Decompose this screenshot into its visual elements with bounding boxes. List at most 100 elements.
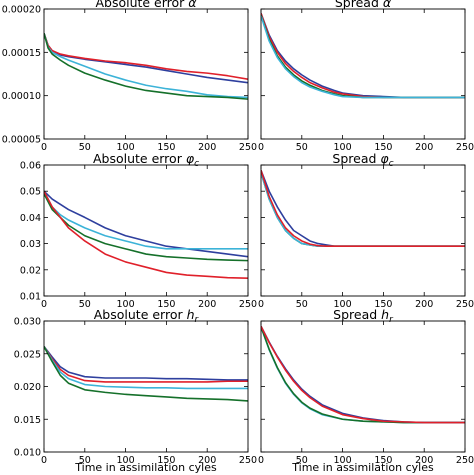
x-axis-label-left: Time in assimilation cyles bbox=[74, 461, 217, 474]
x-tick-label: 50 bbox=[79, 299, 91, 310]
x-tick-label: 200 bbox=[415, 455, 433, 466]
x-tick-label: 150 bbox=[157, 142, 175, 153]
series-line-1 bbox=[261, 326, 465, 424]
series-line-4 bbox=[44, 346, 248, 402]
series-group bbox=[261, 169, 465, 248]
series-line-4 bbox=[261, 15, 465, 99]
panel-abs-error-phi: 0 50 100 150 200 250 0.01 0.02 0.03 0.04 0.05 0.06 A… bbox=[20, 151, 257, 310]
series-line-2 bbox=[261, 172, 465, 248]
x-tick-label: 100 bbox=[117, 299, 135, 310]
series-group bbox=[261, 325, 465, 424]
series-group bbox=[44, 346, 248, 402]
y-tick-label: 0.01 bbox=[20, 292, 41, 303]
panel-title: Spread φc bbox=[332, 151, 393, 169]
panel-title: Absolute error α bbox=[95, 0, 197, 10]
x-tick-label: 0 bbox=[41, 299, 47, 310]
plot-frame bbox=[43, 8, 249, 140]
x-tick-label: 100 bbox=[117, 455, 135, 466]
series-group bbox=[261, 13, 465, 99]
x-tick-label: 250 bbox=[239, 142, 257, 153]
x-tick-label: 200 bbox=[198, 455, 216, 466]
plot-frame bbox=[260, 164, 466, 297]
series-line-1 bbox=[261, 13, 465, 99]
x-tick-label: 0 bbox=[41, 142, 47, 153]
x-axis-label-right: Time in assimilation cyles bbox=[291, 461, 434, 474]
x-tick-label: 200 bbox=[198, 299, 216, 310]
x-tick-label: 100 bbox=[334, 455, 352, 466]
series-line-4 bbox=[261, 170, 465, 248]
x-tick-label: 150 bbox=[157, 299, 175, 310]
x-tick-label: 100 bbox=[334, 142, 352, 153]
x-tick-label: 150 bbox=[374, 142, 392, 153]
series-line-1 bbox=[44, 33, 248, 84]
x-tick-label: 150 bbox=[374, 299, 392, 310]
y-tick-label: 0.02 bbox=[20, 265, 41, 276]
panel-abs-error-alpha: 0 50 100 150 200 250 0.00005 0.00010 0.00015 0.00… bbox=[2, 0, 257, 153]
panel-title: Absolute error hr bbox=[94, 307, 200, 325]
x-tick-label: 0 bbox=[41, 455, 47, 466]
plot-frame bbox=[260, 320, 466, 453]
series-line-1 bbox=[44, 190, 248, 258]
y-tick-label: 0.00005 bbox=[2, 135, 41, 146]
x-tick-label: 200 bbox=[415, 299, 433, 310]
x-tick-label: 200 bbox=[415, 142, 433, 153]
plot-frame bbox=[260, 8, 466, 140]
series-group bbox=[44, 33, 248, 100]
panel-title: Spread hr bbox=[333, 307, 394, 325]
series-line-2 bbox=[44, 190, 248, 250]
y-tick-label: 0.015 bbox=[14, 415, 41, 426]
x-tick-label: 0 bbox=[258, 142, 264, 153]
y-tick-label: 0.010 bbox=[14, 448, 41, 459]
series-group bbox=[44, 190, 248, 279]
x-tick-label: 50 bbox=[79, 455, 91, 466]
y-tick-label: 0.00010 bbox=[2, 91, 41, 102]
y-tick-label: 0.04 bbox=[20, 213, 41, 224]
panel-spread-phi: 0 50 100 150 200 250 Spread φc bbox=[258, 151, 474, 310]
x-tick-label: 50 bbox=[296, 455, 308, 466]
series-line-3 bbox=[261, 325, 465, 424]
series-line-2 bbox=[44, 33, 248, 80]
series-line-3 bbox=[44, 346, 248, 390]
x-tick-label: 50 bbox=[296, 142, 308, 153]
x-tick-label: 250 bbox=[456, 299, 474, 310]
series-line-2 bbox=[261, 13, 465, 99]
y-tick-label: 0.06 bbox=[20, 161, 41, 172]
series-line-4 bbox=[44, 190, 248, 279]
series-line-2 bbox=[261, 326, 465, 424]
series-line-4 bbox=[261, 325, 465, 424]
x-tick-label: 250 bbox=[239, 299, 257, 310]
series-line-3 bbox=[261, 14, 465, 99]
series-line-4 bbox=[44, 33, 248, 100]
x-tick-label: 50 bbox=[79, 142, 91, 153]
series-line-3 bbox=[44, 193, 248, 262]
y-tick-label: 0.00020 bbox=[2, 5, 41, 16]
x-tick-label: 150 bbox=[374, 455, 392, 466]
x-tick-label: 200 bbox=[198, 142, 216, 153]
panel-abs-error-h: 0 50 100 150 200 250 0.010 0.015 0.020 0.025 0.030… bbox=[14, 307, 257, 466]
series-line-2 bbox=[44, 346, 248, 383]
panel-title: Absolute error φc bbox=[93, 151, 199, 169]
y-tick-label: 0.025 bbox=[14, 349, 41, 360]
panel-spread-h: 0 50 100 150 200 250 Spread hr bbox=[258, 307, 474, 466]
panel-spread-alpha: 0 50 100 150 200 250 Spread α bbox=[258, 0, 474, 153]
y-tick-label: 0.03 bbox=[20, 239, 41, 250]
series-line-3 bbox=[44, 33, 248, 99]
plot-frame bbox=[43, 164, 249, 297]
x-tick-label: 250 bbox=[456, 142, 474, 153]
panel-title: Spread α bbox=[335, 0, 392, 10]
y-tick-label: 0.05 bbox=[20, 187, 41, 198]
x-tick-label: 0 bbox=[258, 299, 264, 310]
x-tick-label: 250 bbox=[239, 455, 257, 466]
y-tick-label: 0.030 bbox=[14, 317, 41, 328]
series-line-1 bbox=[44, 346, 248, 381]
x-tick-label: 50 bbox=[296, 299, 308, 310]
y-tick-label: 0.00015 bbox=[2, 48, 41, 59]
x-tick-label: 100 bbox=[334, 299, 352, 310]
series-line-3 bbox=[261, 172, 465, 248]
y-tick-label: 0.020 bbox=[14, 382, 41, 393]
x-tick-label: 100 bbox=[117, 142, 135, 153]
x-tick-label: 250 bbox=[456, 455, 474, 466]
x-tick-label: 0 bbox=[258, 455, 264, 466]
x-tick-label: 150 bbox=[157, 455, 175, 466]
